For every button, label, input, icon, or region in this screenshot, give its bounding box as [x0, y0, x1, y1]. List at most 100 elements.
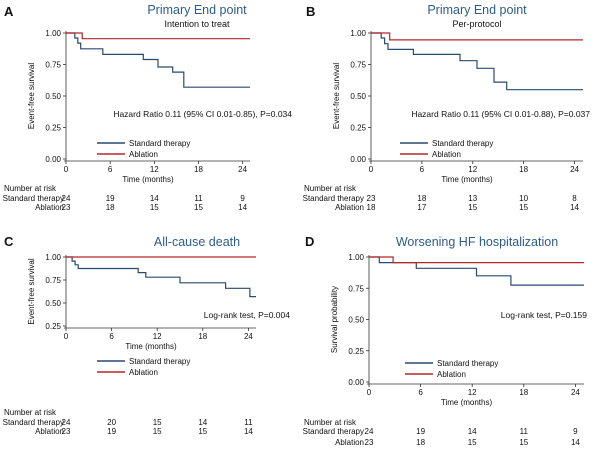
at-risk-value: 19 [107, 427, 116, 436]
panel-letter: D [305, 234, 314, 249]
legend-label-standard: Standard therapy [129, 139, 190, 148]
y-tick-label: 0.50 [348, 316, 364, 325]
at-risk-header: Number at risk [4, 408, 57, 417]
legend-label-ablation: Ablation [437, 370, 466, 379]
y-tick-label: 0.75 [348, 284, 364, 293]
x-tick-label: 12 [468, 388, 477, 397]
at-risk-value: 11 [194, 194, 203, 203]
at-risk-value: 18 [417, 194, 426, 203]
y-tick-label: 0.50 [45, 92, 61, 101]
x-axis-title: Time (months) [441, 175, 493, 184]
x-tick-label: 12 [153, 332, 162, 341]
x-axis-title: Time (months) [441, 398, 493, 407]
at-risk-row-label: Standard therapy [3, 194, 64, 203]
at-risk-value: 14 [570, 203, 579, 212]
series-line-ablation [371, 32, 583, 41]
panel-letter: A [4, 4, 14, 19]
legend-label-ablation: Ablation [129, 368, 158, 377]
at-risk-row-label: Ablation [335, 438, 364, 447]
at-risk-value: 15 [468, 438, 477, 447]
y-axis-title: Event-free survival [27, 258, 36, 324]
at-risk-value: 14 [238, 203, 247, 212]
panel-b: B Primary End point Per-protocol 0.00 0.25 0.… [303, 3, 591, 212]
at-risk-value: 18 [106, 203, 115, 212]
at-risk-value: 24 [365, 427, 374, 436]
at-risk-value: 11 [520, 427, 529, 436]
x-tick-label: 24 [244, 332, 253, 341]
panel-letter: C [4, 234, 14, 249]
at-risk-value: 23 [365, 438, 374, 447]
at-risk-value: 24 [62, 418, 71, 427]
at-risk-header: Number at risk [304, 184, 357, 193]
at-risk-value: 15 [153, 427, 162, 436]
y-tick-label: 0.25 [350, 124, 366, 133]
panel-title: Worsening HF hospitalization [396, 235, 558, 249]
at-risk-value: 23 [62, 203, 71, 212]
x-tick-label: 6 [420, 165, 425, 174]
y-tick-label: 1.00 [350, 29, 366, 38]
series-line-ablation [369, 256, 584, 264]
at-risk-value: 17 [417, 203, 426, 212]
y-tick-label: 0.75 [45, 61, 61, 70]
x-axis-title: Time (months) [122, 175, 174, 184]
at-risk-value: 14 [571, 438, 580, 447]
x-tick-label: 6 [418, 388, 423, 397]
x-tick-label: 12 [468, 165, 477, 174]
x-tick-label: 24 [238, 165, 247, 174]
legend-label-ablation: Ablation [129, 150, 158, 159]
panel-subtitle: Per-protocol [452, 19, 501, 29]
panel-title: Primary End point [147, 3, 247, 17]
y-tick-label: 0.25 [348, 347, 364, 356]
at-risk-value: 14 [468, 427, 477, 436]
x-tick-label: 18 [519, 165, 528, 174]
panel-letter: B [306, 4, 315, 19]
x-tick-label: 6 [109, 332, 114, 341]
at-risk-value: 18 [416, 438, 425, 447]
at-risk-value: 15 [194, 203, 203, 212]
y-tick-label: 0.75 [45, 276, 61, 285]
at-risk-row-label: Standard therapy [303, 427, 364, 436]
at-risk-value: 19 [416, 427, 425, 436]
at-risk-value: 15 [519, 438, 528, 447]
at-risk-value: 15 [198, 427, 207, 436]
series-line-standard [66, 256, 256, 298]
at-risk-value: 15 [468, 203, 477, 212]
y-axis-title: Event-free survival [332, 63, 341, 129]
at-risk-value: 18 [367, 203, 376, 212]
at-risk-value: 11 [244, 418, 253, 427]
y-tick-label: 0.00 [348, 378, 364, 387]
at-risk-row-label: Ablation [35, 203, 64, 212]
y-tick-label: 0.25 [45, 322, 61, 331]
at-risk-value: 8 [572, 194, 577, 203]
panel-a: A Primary End point Intention to treat 0.00… [3, 3, 293, 212]
legend-label-standard: Standard therapy [432, 139, 493, 148]
y-tick-label: 0.00 [350, 155, 366, 164]
x-tick-label: 6 [108, 165, 113, 174]
x-tick-label: 24 [571, 388, 580, 397]
y-axis-title: Event-free survival [27, 63, 36, 129]
x-axis-title: Time (months) [125, 342, 177, 351]
y-axis-title: Survival probability [330, 286, 339, 353]
y-tick-label: 1.00 [348, 253, 364, 262]
panel-subtitle: Intention to treat [164, 19, 230, 29]
y-tick-label: 0.00 [45, 155, 61, 164]
at-risk-value: 15 [153, 418, 162, 427]
x-tick-label: 12 [150, 165, 159, 174]
legend-label-standard: Standard therapy [129, 357, 190, 366]
at-risk-value: 14 [150, 194, 159, 203]
x-tick-label: 0 [64, 165, 69, 174]
x-tick-label: 0 [64, 332, 69, 341]
at-risk-value: 24 [62, 194, 71, 203]
panel-title: Primary End point [427, 3, 527, 17]
series-line-standard [369, 256, 584, 286]
at-risk-value: 19 [106, 194, 115, 203]
at-risk-row-label: Ablation [335, 203, 364, 212]
y-tick-label: 0.50 [350, 92, 366, 101]
x-tick-label: 18 [198, 332, 207, 341]
y-tick-label: 1.00 [45, 253, 61, 262]
at-risk-value: 15 [519, 203, 528, 212]
x-tick-label: 18 [519, 388, 528, 397]
at-risk-value: 20 [107, 418, 116, 427]
y-tick-label: 0.25 [45, 124, 61, 133]
at-risk-value: 9 [573, 427, 578, 436]
